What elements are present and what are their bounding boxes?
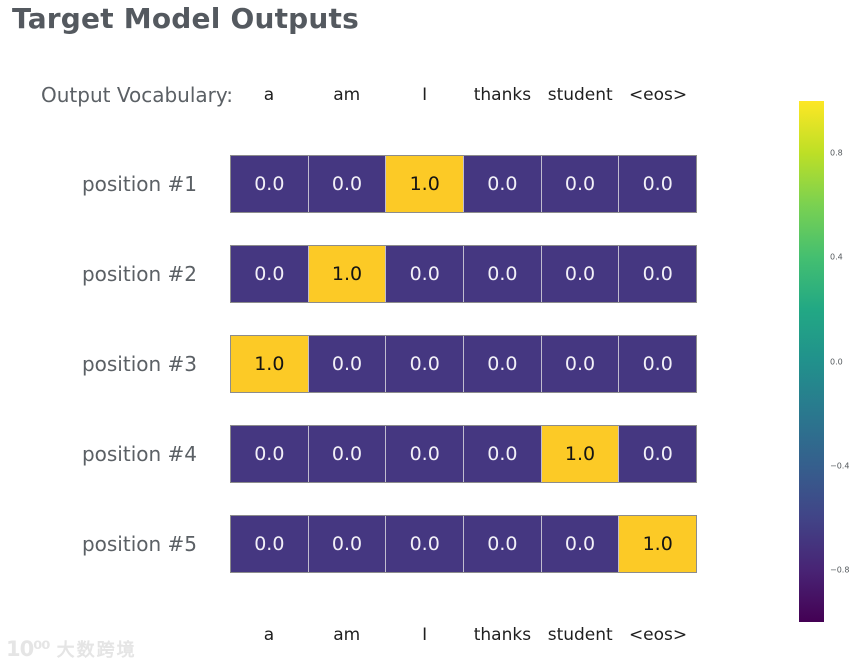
heatmap-cell: 0.0 (618, 156, 697, 212)
vocab-token: thanks (473, 85, 532, 105)
matrix-row: position #1 0.0 0.0 1.0 0.0 0.0 0.0 (0, 155, 697, 213)
axis-token: am (333, 625, 361, 645)
x-axis-token-row: a am I thanks student <eos> (230, 624, 697, 646)
heatmap-cell: 0.0 (307, 516, 386, 572)
heatmap-cell: 0.0 (540, 246, 619, 302)
heatmap-cell: 0.0 (231, 246, 308, 302)
vocab-token: I (422, 85, 428, 105)
vocab-token: <eos> (628, 85, 688, 105)
colorbar-tick: 0.0 (830, 357, 843, 366)
row-label-position-4: position #4 (81, 442, 197, 466)
heatmap-cell: 0.0 (463, 516, 541, 572)
heatmap-cell: 0.0 (385, 246, 464, 302)
axis-token: <eos> (628, 625, 688, 645)
probability-matrix: position #1 0.0 0.0 1.0 0.0 0.0 0.0 posi… (0, 155, 697, 605)
heatmap-cell: 0.0 (307, 156, 386, 212)
axis-token: thanks (473, 625, 532, 645)
vocab-token: student (547, 85, 613, 105)
viridis-colorbar: 0.8 0.4 0.0 −0.4 −0.8 (799, 101, 849, 622)
axis-token: I (422, 625, 428, 645)
heatmap-cell: 0.0 (463, 246, 541, 302)
heatmap-cell: 0.0 (618, 246, 697, 302)
heatmap-cell: 1.0 (540, 426, 619, 482)
matrix-row: position #3 1.0 0.0 0.0 0.0 0.0 0.0 (0, 335, 697, 393)
heatmap-cell: 1.0 (231, 336, 308, 392)
watermark: 10⁰⁰ 大数跨境 (6, 636, 137, 662)
colorbar-tick: −0.8 (830, 565, 850, 575)
heatmap-cell: 0.0 (463, 426, 541, 482)
page-title: Target Model Outputs (12, 2, 359, 35)
watermark-text: 大数跨境 (56, 640, 137, 661)
output-vocabulary-label: Output Vocabulary: (41, 83, 233, 107)
heatmap-cell: 1.0 (618, 516, 697, 572)
heatmap-cell: 0.0 (231, 516, 308, 572)
row-label-position-5: position #5 (81, 532, 197, 556)
heatmap-cell: 0.0 (385, 426, 464, 482)
row-label-position-1: position #1 (81, 172, 197, 196)
vocab-token: am (333, 85, 361, 105)
colorbar-tick: −0.4 (830, 461, 850, 471)
heatmap-cell: 0.0 (463, 336, 541, 392)
heatmap-cell: 0.0 (385, 516, 464, 572)
heatmap-cell: 0.0 (540, 336, 619, 392)
heatmap-row-1: 0.0 0.0 1.0 0.0 0.0 0.0 (230, 155, 697, 213)
heatmap-cell: 1.0 (385, 156, 464, 212)
row-label-position-3: position #3 (81, 352, 197, 376)
matrix-row: position #4 0.0 0.0 0.0 0.0 1.0 0.0 (0, 425, 697, 483)
axis-token: a (263, 625, 275, 645)
colorbar-gradient (799, 101, 824, 622)
heatmap-cell: 0.0 (231, 156, 308, 212)
heatmap-cell: 0.0 (618, 426, 697, 482)
heatmap-cell: 0.0 (231, 426, 308, 482)
heatmap-row-3: 1.0 0.0 0.0 0.0 0.0 0.0 (230, 335, 697, 393)
heatmap-cell: 0.0 (540, 156, 619, 212)
heatmap-row-2: 0.0 1.0 0.0 0.0 0.0 0.0 (230, 245, 697, 303)
heatmap-cell: 1.0 (307, 246, 386, 302)
heatmap-row-5: 0.0 0.0 0.0 0.0 0.0 1.0 (230, 515, 697, 573)
watermark-logo-icon: 10⁰⁰ (6, 637, 51, 661)
vocab-token: a (263, 85, 275, 105)
axis-token: student (547, 625, 613, 645)
colorbar-tick: 0.8 (830, 148, 843, 158)
heatmap-cell: 0.0 (463, 156, 541, 212)
heatmap-cell: 0.0 (540, 516, 619, 572)
heatmap-cell: 0.0 (307, 336, 386, 392)
heatmap-cell: 0.0 (307, 426, 386, 482)
vocab-header-row: a am I thanks student <eos> (230, 84, 697, 106)
matrix-row: position #2 0.0 1.0 0.0 0.0 0.0 0.0 (0, 245, 697, 303)
row-label-position-2: position #2 (81, 262, 197, 286)
heatmap-row-4: 0.0 0.0 0.0 0.0 1.0 0.0 (230, 425, 697, 483)
matrix-row: position #5 0.0 0.0 0.0 0.0 0.0 1.0 (0, 515, 697, 573)
heatmap-cell: 0.0 (618, 336, 697, 392)
heatmap-cell: 0.0 (385, 336, 464, 392)
colorbar-tick: 0.4 (830, 252, 843, 262)
